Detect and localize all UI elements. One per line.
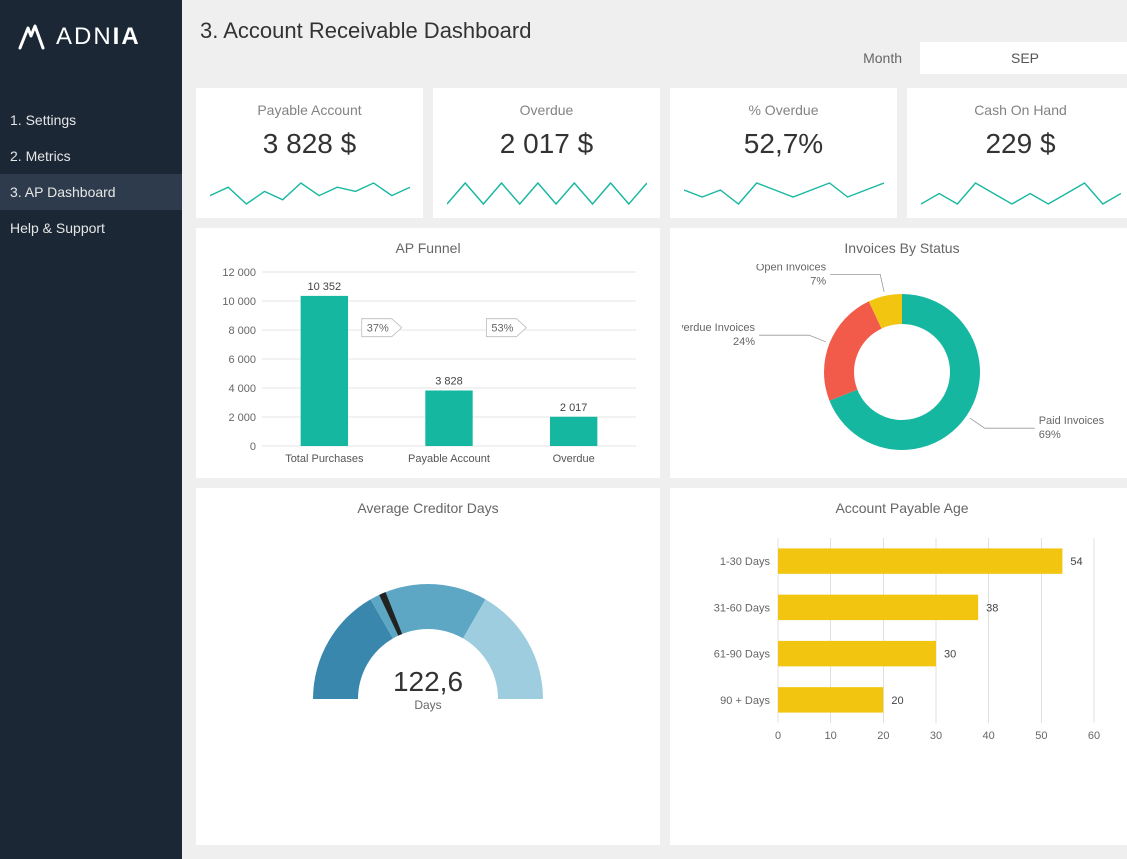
sidebar-item-2[interactable]: 3. AP Dashboard [0, 174, 182, 210]
svg-text:24%: 24% [733, 336, 755, 348]
average-creditor-days-chart: 122,6Days [208, 524, 648, 749]
svg-text:69%: 69% [1039, 429, 1061, 441]
svg-text:3 828: 3 828 [435, 375, 463, 387]
svg-text:Open Invoices: Open Invoices [756, 264, 827, 273]
svg-text:0: 0 [250, 441, 256, 453]
svg-text:8 000: 8 000 [228, 325, 256, 337]
svg-text:Paid Invoices: Paid Invoices [1039, 415, 1105, 427]
account-payable-age-title: Account Payable Age [835, 500, 968, 516]
kpi-card-1: Overdue 2 017 $ [433, 88, 660, 218]
kpi-title: Payable Account [257, 102, 361, 118]
kpi-title: Cash On Hand [974, 102, 1067, 118]
brand-name: ADNIA [56, 23, 141, 51]
kpi-row: Payable Account 3 828 $ Overdue 2 017 $ % Ov… [196, 88, 1127, 218]
brand: ADNIA [0, 0, 182, 82]
page-title: 3. Account Receivable Dashboard [200, 18, 531, 44]
svg-text:Days: Days [414, 698, 441, 712]
charts-row-2: Average Creditor Days 122,6Days Account … [196, 488, 1127, 845]
svg-text:37%: 37% [367, 323, 389, 335]
kpi-value: 3 828 $ [263, 128, 356, 160]
charts-row-1: AP Funnel 0 2 000 4 000 6 000 8 000 10 000 12 … [196, 228, 1127, 478]
invoices-by-status-chart: Paid Invoices 69% Overdue Invoices 24% Open … [682, 264, 1122, 470]
svg-text:50: 50 [1035, 730, 1047, 742]
kpi-value: 2 017 $ [500, 128, 593, 160]
svg-text:53%: 53% [491, 323, 513, 335]
account-payable-age-chart: 0 10 20 30 40 50 60 1-30 Days 54 31-60 Days 38 61-9… [682, 524, 1122, 749]
kpi-title: % Overdue [748, 102, 818, 118]
svg-text:20: 20 [891, 695, 903, 707]
sidebar-item-0[interactable]: 1. Settings [0, 102, 182, 138]
kpi-value: 52,7% [744, 128, 823, 160]
ap-funnel-card: AP Funnel 0 2 000 4 000 6 000 8 000 10 000 12 … [196, 228, 660, 478]
sidebar: ADNIA 1. Settings2. Metrics3. AP Dashboa… [0, 0, 182, 859]
brand-name-bold: IA [113, 23, 141, 50]
svg-text:20: 20 [877, 730, 889, 742]
svg-text:2 017: 2 017 [560, 402, 588, 414]
svg-text:30: 30 [930, 730, 942, 742]
sidebar-nav: 1. Settings2. Metrics3. AP DashboardHelp… [0, 102, 182, 246]
brand-name-light: ADN [56, 23, 113, 50]
sparkline [210, 178, 410, 208]
invoices-by-status-title: Invoices By Status [844, 240, 959, 256]
svg-text:40: 40 [983, 730, 995, 742]
svg-text:Overdue: Overdue [553, 453, 595, 465]
kpi-card-3: Cash On Hand 229 $ [907, 88, 1127, 218]
svg-text:Overdue Invoices: Overdue Invoices [682, 322, 756, 334]
account-payable-age-card: Account Payable Age 0 10 20 30 40 50 60 1-30 Da… [670, 488, 1127, 845]
svg-text:0: 0 [775, 730, 781, 742]
svg-text:54: 54 [1070, 556, 1082, 568]
svg-text:1-30 Days: 1-30 Days [720, 556, 771, 568]
svg-text:122,6: 122,6 [393, 666, 463, 697]
titlebar: 3. Account Receivable Dashboard Month SE… [196, 18, 1127, 78]
svg-text:7%: 7% [810, 275, 826, 287]
svg-text:Payable Account: Payable Account [408, 453, 490, 465]
ap-funnel-title: AP Funnel [395, 240, 460, 256]
kpi-value: 229 $ [985, 128, 1055, 160]
average-creditor-days-title: Average Creditor Days [357, 500, 498, 516]
svg-text:38: 38 [986, 602, 998, 614]
svg-text:2 000: 2 000 [228, 412, 256, 424]
average-creditor-days-card: Average Creditor Days 122,6Days [196, 488, 660, 845]
svg-text:30: 30 [944, 649, 956, 661]
sparkline [684, 178, 884, 208]
brand-logo-icon [16, 22, 46, 52]
svg-text:90 + Days: 90 + Days [720, 695, 770, 707]
month-select[interactable]: SEP [920, 42, 1127, 74]
svg-text:12 000: 12 000 [222, 267, 256, 279]
svg-text:10 352: 10 352 [308, 281, 342, 293]
svg-text:10: 10 [825, 730, 837, 742]
svg-text:6 000: 6 000 [228, 354, 256, 366]
month-picker: Month SEP [863, 42, 1127, 74]
svg-text:4 000: 4 000 [228, 383, 256, 395]
sparkline [447, 178, 647, 208]
sparkline [921, 178, 1121, 208]
svg-text:60: 60 [1088, 730, 1100, 742]
sidebar-item-1[interactable]: 2. Metrics [0, 138, 182, 174]
sidebar-item-3[interactable]: Help & Support [0, 210, 182, 246]
ap-funnel-chart: 0 2 000 4 000 6 000 8 000 10 000 12 000 10 352 T… [208, 264, 648, 470]
svg-text:Total Purchases: Total Purchases [285, 453, 364, 465]
svg-text:31-60 Days: 31-60 Days [714, 602, 771, 614]
month-label: Month [863, 50, 902, 66]
kpi-card-0: Payable Account 3 828 $ [196, 88, 423, 218]
svg-text:10 000: 10 000 [222, 296, 256, 308]
svg-text:61-90 Days: 61-90 Days [714, 649, 771, 661]
kpi-card-2: % Overdue 52,7% [670, 88, 897, 218]
main: 3. Account Receivable Dashboard Month SE… [182, 0, 1127, 859]
kpi-title: Overdue [520, 102, 574, 118]
invoices-by-status-card: Invoices By Status Paid Invoices 69% Overd… [670, 228, 1127, 478]
